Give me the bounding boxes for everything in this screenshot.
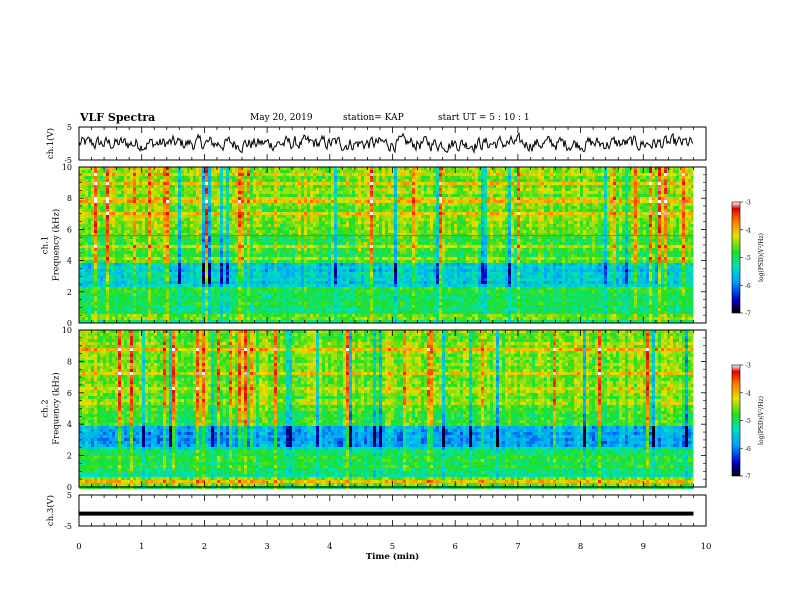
y-axis-label: ch.1: [41, 236, 51, 254]
colorbar-tick: -6: [745, 283, 751, 290]
ytick-label: 10: [62, 326, 72, 335]
colorbar-1: -3 -4 -5 -6 -7 log(PSD)(V²/Hz): [732, 200, 765, 318]
waveform-3: [79, 512, 693, 516]
ytick-label: -5: [64, 522, 72, 531]
spectrogram-1: [79, 167, 706, 323]
xtick-label: 9: [641, 542, 646, 552]
colorbar-tick: -5: [745, 418, 751, 425]
ytick-label: 6: [67, 225, 72, 234]
ytick-label: 5: [67, 123, 72, 132]
colorbar-tick: -6: [745, 446, 751, 453]
ytick-label: 10: [62, 163, 72, 172]
ytick-label: 5: [67, 491, 72, 500]
xtick-label: 8: [578, 542, 583, 552]
ch3-trace: [79, 512, 693, 516]
ytick-label: 2: [67, 452, 72, 461]
axes-3: 5 -5 ch.3(V) 0 1 2 3 4 5 6 7 8 9 10 Time (min): [45, 491, 711, 562]
ytick-label: 6: [67, 389, 72, 398]
xtick-label: 6: [452, 542, 457, 552]
colorbar-tick: -3: [745, 200, 751, 207]
xtick-label: 2: [202, 542, 207, 552]
colorbar-ramp: [732, 202, 740, 313]
colorbar-label: log(PSD)(V²/Hz): [758, 233, 765, 282]
x-axis-label: Time (min): [366, 551, 419, 562]
colorbar-tick: -7: [745, 311, 751, 318]
colorbar-ramp: [732, 365, 740, 476]
spectrogram-2: [79, 330, 706, 489]
y-axis-label: ch.2: [41, 399, 51, 417]
xtick-label: 0: [76, 542, 81, 552]
colorbar-tick: -4: [745, 227, 751, 234]
colorbar-2: -3 -4 -5 -6 -7 log(PSD)(V²/Hz): [732, 363, 765, 481]
xtick-label: 1: [139, 542, 144, 552]
ytick-label: 8: [67, 357, 72, 366]
ytick-label: 4: [67, 257, 72, 266]
ch1-trace: [79, 133, 693, 152]
colorbar-tick: -4: [745, 390, 751, 397]
xtick-label: 7: [515, 542, 520, 552]
xtick-label: 3: [264, 542, 269, 552]
colorbar-tick: -5: [745, 255, 751, 262]
ytick-label: 8: [67, 194, 72, 203]
colorbar-tick: -7: [745, 474, 751, 481]
waveform-0: [79, 133, 693, 152]
xtick-label: 4: [327, 542, 332, 552]
xtick-label: 10: [701, 542, 712, 552]
ytick-label: 2: [67, 288, 72, 297]
y-axis-label: ch.3(V): [45, 495, 56, 526]
y-axis-label: Frequency (kHz): [51, 372, 62, 444]
xtick-label: 5: [390, 542, 395, 552]
y-axis-label: Frequency (kHz): [51, 209, 62, 281]
ytick-label: 4: [67, 420, 72, 429]
colorbar-tick: -3: [745, 363, 751, 370]
colorbar-label: log(PSD)(V²/Hz): [758, 396, 765, 445]
y-axis-label: ch.1(V): [45, 128, 56, 159]
